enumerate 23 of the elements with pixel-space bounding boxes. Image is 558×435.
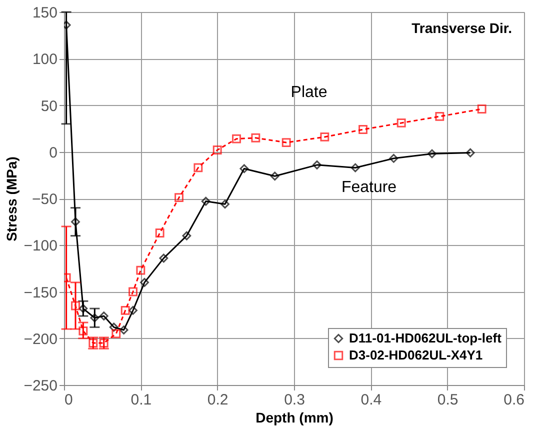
x-tick-label: 0.3 bbox=[284, 392, 305, 408]
y-tick-label: 100 bbox=[32, 51, 58, 68]
y-tick-label: −200 bbox=[24, 330, 58, 348]
annotation: Plate bbox=[290, 84, 328, 101]
y-tick-label: 50 bbox=[40, 98, 58, 115]
annotation: Transverse Dir. bbox=[412, 20, 512, 36]
x-tick-label: 0.4 bbox=[360, 392, 382, 408]
y-tick-label: −250 bbox=[24, 378, 58, 394]
x-tick-label: 0.1 bbox=[130, 392, 152, 408]
y-tick-label: 0 bbox=[49, 144, 58, 162]
annotation: Feature bbox=[341, 179, 397, 196]
x-tick-label: 0.2 bbox=[207, 392, 228, 408]
x-tick-label: 0.6 bbox=[504, 392, 524, 408]
legend-label: D3-02-HD062UL-X4Y1 bbox=[349, 348, 483, 362]
y-tick-label: 150 bbox=[32, 4, 58, 22]
y-tick-label: −50 bbox=[32, 191, 58, 208]
x-tick-label: 0.5 bbox=[437, 392, 458, 408]
y-axis-title: Stress (MPa) bbox=[4, 156, 20, 242]
legend-label: D11-01-HD062UL-top-left bbox=[349, 330, 502, 346]
y-tick-label: −100 bbox=[24, 238, 58, 255]
y-tick-label: −150 bbox=[24, 284, 58, 302]
x-axis-title: Depth (mm) bbox=[256, 410, 334, 426]
x-tick-label: 0 bbox=[64, 392, 73, 408]
